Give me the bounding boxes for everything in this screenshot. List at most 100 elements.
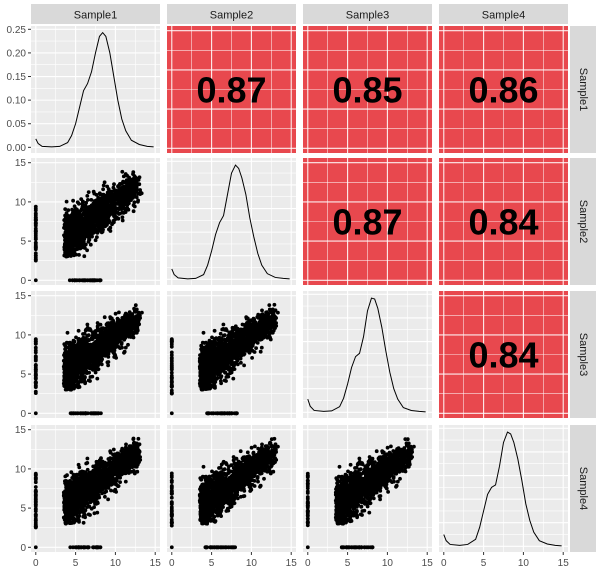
scatter-point [131,178,136,183]
scatter-point [100,229,105,234]
scatter-point [134,195,139,200]
scatter-point [127,198,132,202]
scatter-point [134,184,139,189]
scatter-point [105,216,110,220]
scatter-point [96,411,100,416]
scatter-point [95,321,100,325]
scatter-point [272,302,277,307]
scatter-point [232,327,237,332]
scatter-point [132,306,137,311]
scatter-point [63,238,68,242]
scatter-point [85,322,90,327]
scatter-point [134,189,139,194]
scatter-point [102,315,107,320]
scatter-point [254,346,258,350]
scatter-point [73,411,78,416]
scatter-point [62,222,67,227]
strip-label-sample1: Sample1 [74,10,117,22]
scatter-point [86,355,91,360]
scatter-point [106,195,111,200]
strip-label-sample2: Sample2 [210,10,253,22]
panel-sample3-sample2 [167,291,296,418]
scatter-point [87,237,92,242]
scatter-point [77,243,82,248]
scatter-point [120,215,125,220]
scatter-point [126,342,130,347]
scatter-point [226,374,231,379]
scatter-point [269,309,273,314]
panel-sample1-sample3: 0.85 [303,26,432,153]
scatter-point [90,337,95,342]
scatter-point [258,349,263,354]
scatter-point [233,353,238,358]
scatter-point [203,370,208,375]
scatter-point [72,343,77,348]
scatter-point [76,328,81,333]
scatter-point [247,344,252,349]
scatter-point [79,355,83,360]
scatter-point [134,314,139,319]
scatter-point [71,198,75,203]
correlation-value: 0.84 [468,202,538,243]
scatter-point [68,364,73,368]
scatter-point [84,220,88,225]
scatter-point [125,173,129,178]
scatter-point [76,218,81,223]
scatter-point [127,310,132,315]
scatter-point [101,333,105,338]
scatter-point [244,328,249,332]
scatter-point [214,377,219,381]
row-strip-sample3 [570,291,596,418]
scatter-point [131,209,136,214]
scatter-point [66,341,70,345]
scatter-point [95,376,100,381]
scatter-point [133,303,138,308]
scatter-point [33,411,38,416]
scatter-point [68,225,73,230]
scatter-point [109,189,114,194]
scatter-point [66,374,71,379]
scatter-point [267,303,272,307]
scatter-point [272,322,277,327]
scatter-point [120,195,125,200]
scatter-point [75,208,79,213]
scatter-point [33,228,38,233]
scatter-point [232,343,237,348]
scatter-point [93,238,98,243]
scatter-point [247,350,252,355]
strip-sample2 [167,4,296,24]
scatter-point [254,336,258,341]
scatter-point [102,216,107,221]
scatter-point [112,214,116,219]
scatter-point [260,308,264,313]
scatter-point [62,383,67,388]
scatter-point [82,346,87,350]
scatter-point [65,218,70,223]
scatter-point [240,322,245,327]
scatter-point [121,204,126,209]
scatter-point [84,210,88,215]
scatter-point [90,330,95,335]
scatter-point [66,208,71,213]
scatter-point [91,228,96,232]
scatter-point [105,184,110,189]
scatter-point [169,339,174,344]
scatter-point [77,253,81,257]
scatter-point [127,183,132,187]
scatter-point [69,411,74,416]
scatter-point [80,219,85,224]
scatter-point [250,356,255,360]
scatter-point [33,376,38,381]
scatter-point [86,278,90,283]
scatter-point [117,200,122,205]
scatter-point [98,338,103,343]
scatter-point [66,383,71,388]
scatter-point [103,197,108,201]
scatter-point [95,324,100,329]
scatter-point [74,350,79,355]
scatter-point [123,323,128,328]
scatter-point [91,214,95,219]
scatter-point [86,338,91,343]
scatter-point [33,211,38,216]
